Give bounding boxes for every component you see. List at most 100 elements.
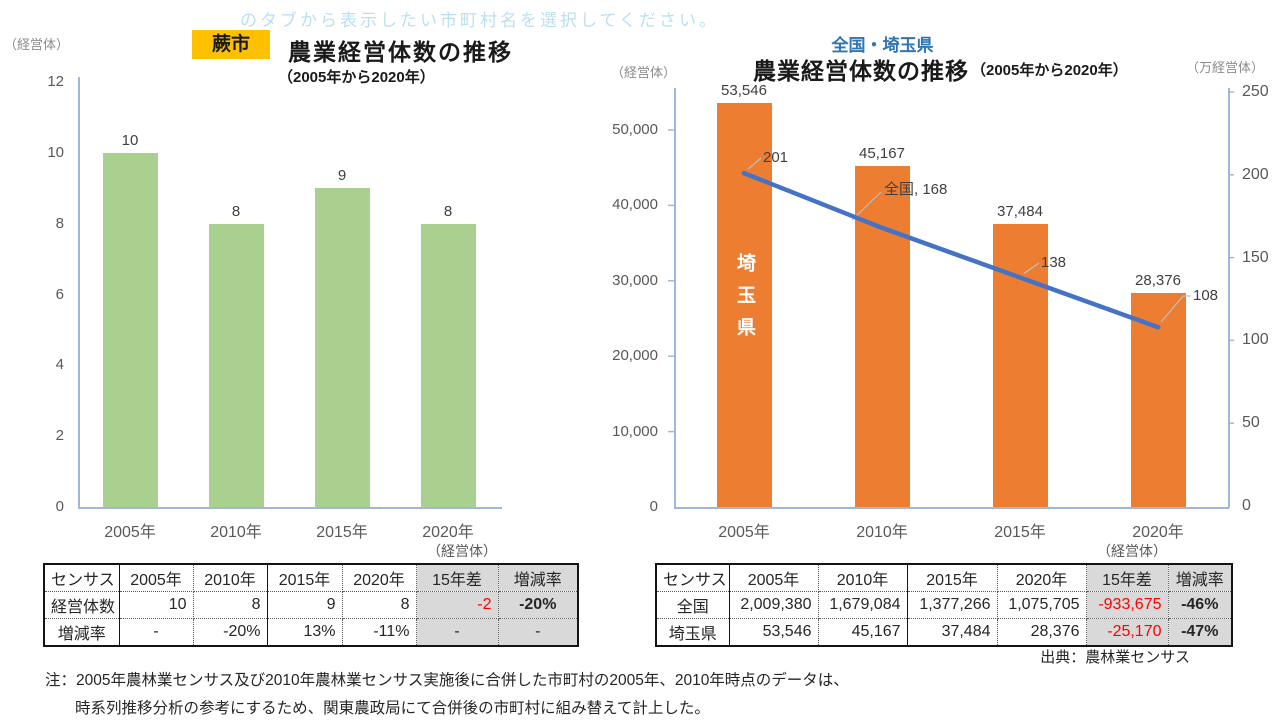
y-tick-label: 250 [1242,83,1269,100]
bar-saitama-2010 [854,166,910,507]
data-cell: - [118,618,194,647]
y-tick-label: 40,000 [612,196,658,213]
y-tick-label: 8 [55,215,64,232]
bar-value-label: 37,484 [997,203,1043,221]
header-cell: 15年差 [1085,563,1169,592]
y-tick-label: 200 [1242,166,1269,183]
table-header-row: センサス 2005年 2010年 2015年 2020年 15年差 増減率 [43,563,579,592]
data-cell: -25,170 [1085,618,1169,647]
bar-warabi-2010 [208,223,264,507]
header-cell: 2015年 [906,563,998,592]
x-category-label: 2010年 [856,524,908,541]
data-cell: -933,675 [1085,591,1169,619]
x-category-label: 2015年 [994,524,1046,541]
data-cell: 1,679,084 [817,591,908,619]
header-cell: 2010年 [192,563,268,592]
data-cell: -47% [1167,618,1233,647]
table-row: 増減率 - -20% 13% -11% - - [43,618,579,647]
source-caption: 出典：農林業センサス [1040,649,1190,666]
bar-warabi-2020 [420,223,476,507]
right-chart-region-header: 全国・埼玉県 [831,36,934,55]
data-cell: 45,167 [817,618,908,647]
data-cell: 2,009,380 [728,591,819,619]
left-chart-x-axis [78,507,502,509]
right-chart-right-axis-unit: （万経営体） [1186,60,1265,75]
data-cell: 9 [266,591,343,619]
y-tick-label: 12 [47,73,64,90]
left-chart-subtitle: （2005年から2020年） [278,69,435,86]
header-cell: 増減率 [1167,563,1233,592]
row-label-cell: 経営体数 [43,591,120,619]
line-value-label: 108 [1193,287,1219,304]
footnote-line-1: 注：2005年農林業センサス及び2010年農林業センサス実施後に合併した市町村の… [45,672,849,689]
x-category-label: 2005年 [104,524,156,541]
right-chart-title-row: 農業経営体数の推移 （2005年から2020年） [753,52,1128,86]
footnote-line-2: 時系列推移分析の参考にするため、関東農政局にて合併後の市町村に組み替えて計上した… [75,700,710,717]
right-chart-x-axis [674,507,1229,509]
bar-value-label: 45,167 [859,145,905,163]
data-cell: -20% [497,591,579,619]
x-category-label: 2005年 [718,524,770,541]
data-cell: 1,377,266 [906,591,998,619]
y-tick-label: 0 [649,498,658,515]
x-category-label: 2010年 [210,524,262,541]
city-badge: 蕨市 [192,30,270,59]
left-table-unit-label: （経営体） [427,543,497,559]
header-cell: 2005年 [728,563,819,592]
table-row: 経営体数 10 8 9 8 -2 -20% [43,591,579,619]
right-chart-title: 農業経営体数の推移 [753,58,969,84]
x-category-label: 2020年 [422,524,474,541]
y-tick-label: 30,000 [612,272,658,289]
national-saitama-data-table: センサス 2005年 2010年 2015年 2020年 15年差 増減率 全国… [655,563,1233,647]
bar-value-label: 8 [231,202,241,220]
header-cell: 増減率 [497,563,579,592]
left-chart-y-axis [78,77,80,507]
bar-value-label: 28,376 [1135,272,1181,290]
row-label-cell: 埼玉県 [655,618,730,647]
x-category-label: 2015年 [316,524,368,541]
y-tick-label: 0 [55,498,64,515]
data-cell: 8 [192,591,268,619]
data-cell: 53,546 [728,618,819,647]
bar-value-label: 8 [443,202,453,220]
table-header-row: センサス 2005年 2010年 2015年 2020年 15年差 増減率 [655,563,1233,592]
header-cell: センサス [43,563,120,592]
y-tick-label: 4 [55,356,64,373]
right-chart-left-y-axis [674,88,676,508]
right-chart-title-paren: （2005年から2020年） [971,62,1128,79]
y-tick-label: 10,000 [612,423,658,440]
header-cell: 2015年 [266,563,343,592]
data-cell: - [415,618,499,647]
y-tick-label: 50 [1242,414,1260,431]
data-cell: -11% [341,618,417,647]
header-cell: 15年差 [415,563,499,592]
y-tick-label: 2 [55,427,64,444]
bar-saitama-2020 [1130,293,1186,507]
right-chart-left-axis-unit: （経営体） [610,65,676,80]
bar-value-label: 9 [337,167,347,185]
y-tick-label: 20,000 [612,347,658,364]
saitama-bar-series-label: 埼玉県 [734,253,755,349]
data-cell: -20% [192,618,268,647]
y-tick-label: 10 [47,144,64,161]
y-tick-label: 50,000 [612,121,658,138]
line-value-label: 138 [1041,254,1067,271]
y-tick-label: 150 [1242,249,1269,266]
bar-saitama-2015 [992,224,1048,507]
y-tick-label: 6 [55,286,64,303]
row-label-cell: 全国 [655,591,730,619]
data-cell: 13% [266,618,343,647]
header-cell: 2010年 [817,563,908,592]
right-chart-right-y-axis [1228,88,1230,508]
left-axis-unit-label: （経営体） [4,37,70,52]
line-value-label: 201 [763,149,789,166]
header-cell: センサス [655,563,730,592]
data-cell: -46% [1167,591,1233,619]
watermark-text: のタブから表示したい市町村名を選択してください。 [240,11,719,30]
data-cell: 8 [341,591,417,619]
bar-value-label: 10 [121,132,139,149]
data-cell: 10 [118,591,194,619]
data-cell: 28,376 [996,618,1087,647]
x-category-label: 2020年 [1132,524,1184,541]
y-tick-label: 100 [1242,331,1269,348]
